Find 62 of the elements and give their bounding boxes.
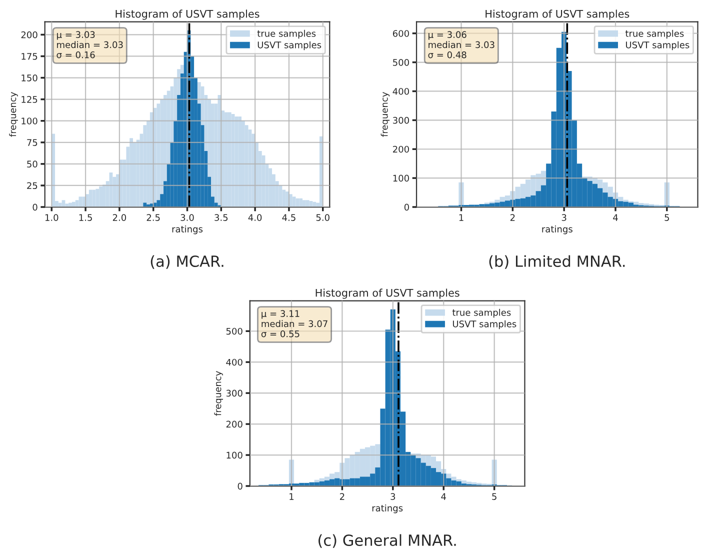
x-tick-label: 1.5 [79, 214, 92, 221]
y-tick-label: 25 [27, 182, 38, 190]
x-axis-title: ratings [542, 225, 572, 234]
x-tick-label: 5 [664, 214, 669, 221]
y-tick-label: 100 [22, 118, 38, 124]
chart-title: Histogram of USVT samples [316, 288, 460, 299]
x-axis-title: ratings [372, 504, 403, 514]
y-tick-label: 0 [238, 482, 242, 490]
y-tick-label: 500 [393, 59, 409, 66]
y-tick-label: 50 [27, 160, 38, 168]
y-tick-label: 125 [22, 96, 38, 103]
legend-label: USVT samples [626, 41, 690, 50]
x-tick-label: 4 [613, 214, 618, 221]
legend-label: USVT samples [258, 41, 322, 50]
y-axis-title: frequency [380, 92, 390, 137]
text: (b) Limited MNAR. [489, 255, 625, 269]
x-tick-label: 4.0 [248, 214, 262, 221]
x-tick-label: 5.0 [316, 214, 330, 221]
y-axis-title: frequency [214, 371, 223, 416]
y-tick-label: 100 [393, 174, 409, 182]
text: (c) General MNAR. [318, 534, 456, 548]
y-tick-label: 400 [392, 88, 409, 95]
y-tick-label: 200 [393, 146, 409, 153]
x-tick-label: 1.0 [45, 214, 58, 221]
y-tick-label: 300 [393, 116, 409, 124]
x-axis-title: ratings [172, 225, 203, 234]
annotation: μ = 3.06 median = 3.03 σ = 0.48 [428, 31, 494, 58]
x-tick-label: 3 [390, 493, 396, 500]
legend-label: true samples [257, 30, 316, 39]
x-tick-label: 2 [340, 493, 344, 500]
y-tick-label: 0 [404, 204, 409, 211]
legend-label: true samples [452, 308, 511, 318]
annotation: μ = 3.03 median = 3.03 σ = 0.16 [56, 31, 123, 58]
y-tick-label: 100 [226, 452, 242, 459]
x-tick-label: 1 [290, 493, 294, 500]
y-tick-label: 200 [21, 31, 38, 38]
legend-label: true samples [625, 30, 684, 39]
y-tick-label: 300 [226, 390, 242, 397]
x-tick-label: 3.0 [180, 214, 194, 221]
legend-label: USVT samples [452, 320, 516, 330]
x-tick-label: 4.5 [282, 214, 296, 221]
x-tick-label: 3 [562, 214, 566, 221]
y-tick-label: 400 [226, 358, 242, 366]
y-tick-label: 500 [226, 328, 242, 335]
annotation: μ = 3.11 median = 3.07 σ = 0.55 [261, 310, 328, 338]
chart-title: Histogram of USVT samples [116, 10, 260, 20]
x-tick-label: 3.5 [214, 214, 228, 221]
x-tick-label: 2.0 [112, 214, 126, 221]
x-tick-label: 2 [510, 214, 515, 221]
chart-title: Histogram of USVT samples [486, 10, 630, 20]
x-tick-label: 1 [459, 214, 464, 221]
y-tick-label: 600 [392, 30, 409, 37]
y-tick-label: 0 [32, 204, 38, 211]
y-tick-label: 150 [22, 74, 38, 82]
y-tick-label: 75 [27, 139, 38, 146]
text: (a) MCAR. [150, 255, 224, 269]
y-tick-label: 175 [22, 53, 38, 60]
y-axis-title: frequency [9, 92, 18, 137]
x-tick-label: 4 [441, 493, 446, 500]
x-tick-label: 2.5 [146, 214, 160, 221]
x-tick-label: 5 [492, 493, 496, 500]
y-tick-label: 200 [226, 420, 242, 428]
